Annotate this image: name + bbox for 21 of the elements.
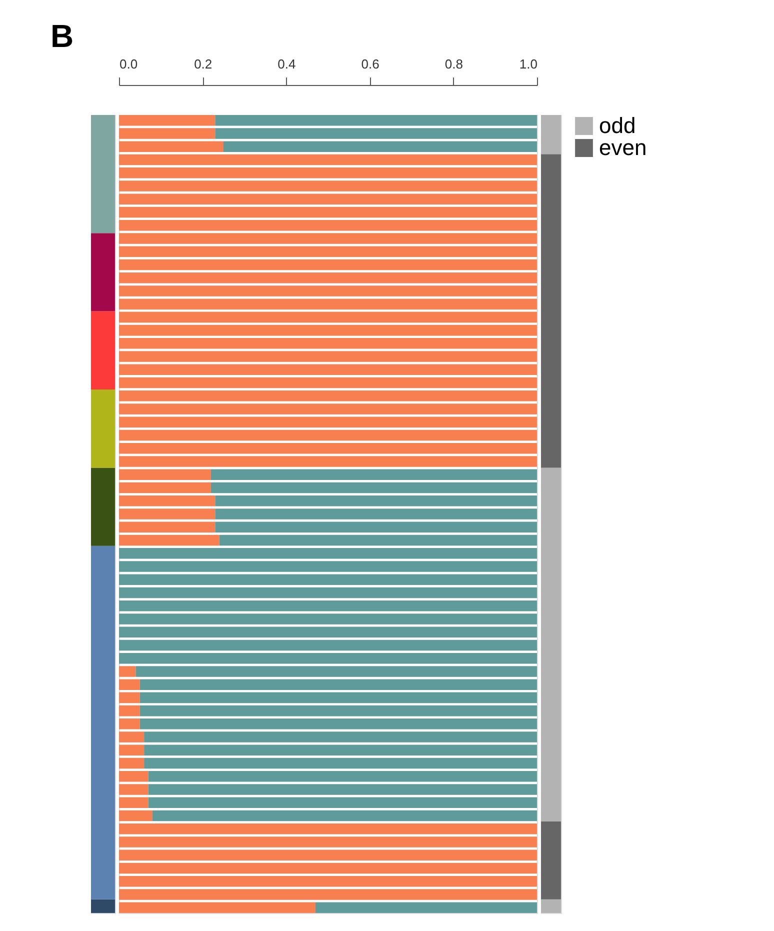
bar xyxy=(91,899,115,913)
x-tick-label: 0.4 xyxy=(278,56,296,72)
legend-label: odd xyxy=(599,113,636,138)
bar xyxy=(541,154,561,468)
bar xyxy=(91,546,115,900)
x-tick-label: 1.0 xyxy=(519,56,538,72)
bar xyxy=(91,115,115,234)
x-tick-label: 0.2 xyxy=(194,56,212,72)
bar xyxy=(91,468,115,546)
chart-title: B xyxy=(50,18,74,54)
bar xyxy=(91,311,115,390)
bar xyxy=(91,390,115,468)
bar xyxy=(541,115,561,154)
legend-label: even xyxy=(599,135,647,160)
x-tick-label: 0.8 xyxy=(444,56,463,72)
x-tick-label: 0.0 xyxy=(120,56,138,72)
bar xyxy=(541,468,561,822)
bar xyxy=(541,821,561,900)
x-tick-label: 0.6 xyxy=(361,56,380,72)
bar xyxy=(91,233,115,312)
bar xyxy=(541,899,561,913)
